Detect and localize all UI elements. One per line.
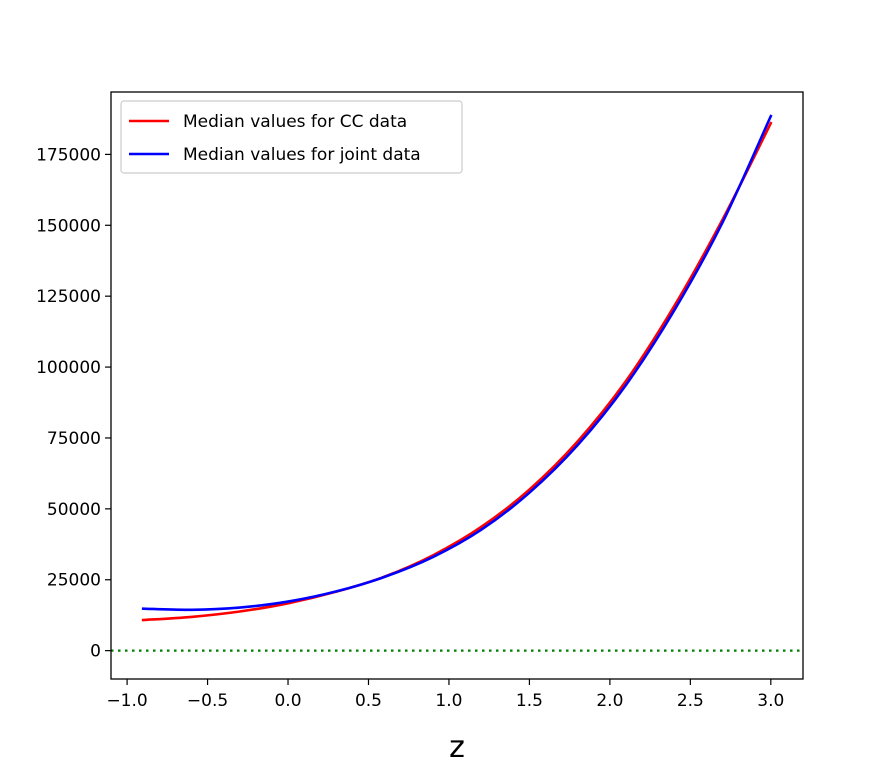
y-tick-label: 75000 [47,429,101,449]
x-tick-label: 3.0 [757,691,784,711]
legend-box [120,100,463,174]
x-tick-label: 1.5 [516,691,543,711]
x-axis-label: z [449,730,465,762]
y-tick-label: 150000 [36,216,101,236]
legend-label: Median values for CC data [183,112,407,132]
x-tick-label: 2.0 [596,691,623,711]
plot-area [111,114,803,652]
y-tick-label: 25000 [47,571,101,591]
x-tick-label: −0.5 [187,691,228,711]
y-tick-label: 0 [90,642,101,662]
plot-frame [110,91,804,680]
x-tick-label: 2.5 [677,691,704,711]
x-tick-label: 1.0 [435,691,462,711]
y-tick-label: 100000 [36,358,101,378]
legend-label: Median values for joint data [183,145,421,165]
y-tick-label: 125000 [36,287,101,307]
x-tick-label: −1.0 [106,691,147,711]
x-tick-label: 0.5 [355,691,382,711]
series-line-1 [141,121,773,622]
y-tick-label: 175000 [36,145,101,165]
series-line-2 [141,114,773,612]
x-tick-label: 0.0 [274,691,301,711]
y-tick-label: 50000 [47,500,101,520]
